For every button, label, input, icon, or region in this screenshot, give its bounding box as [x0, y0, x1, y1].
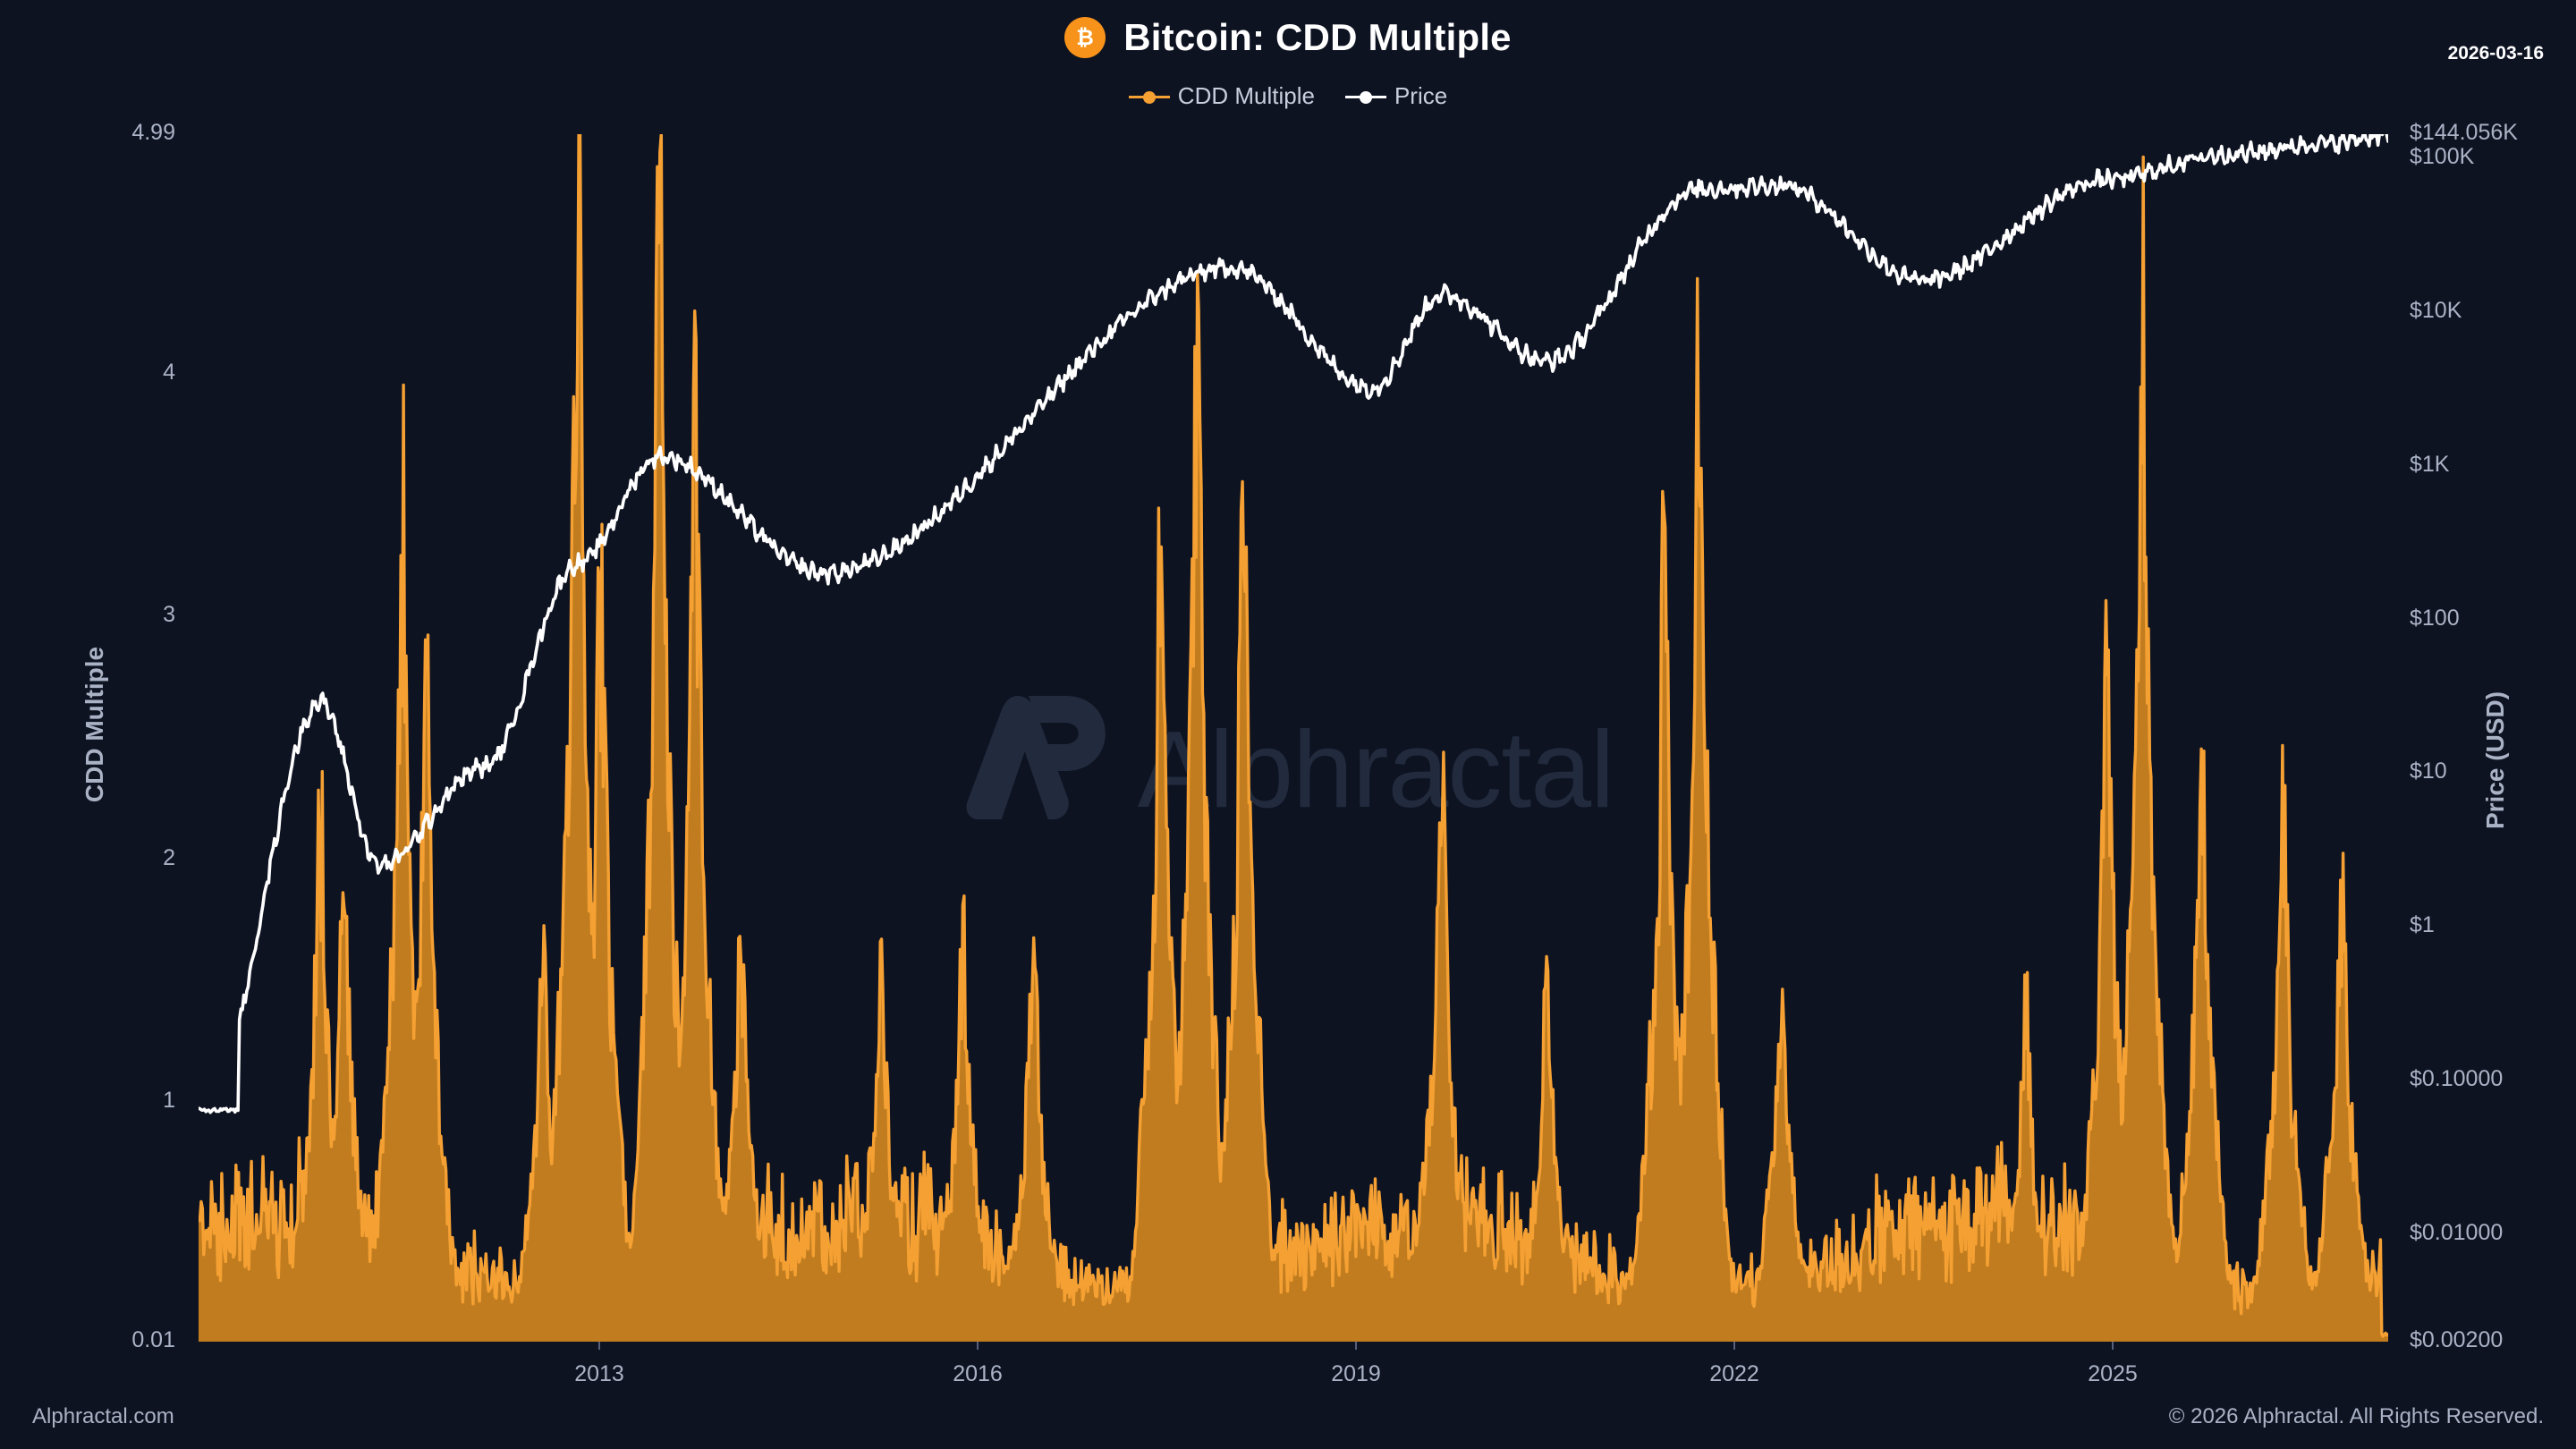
chart-legend: CDD Multiple Price — [0, 82, 2576, 110]
y-axis-left-tick: 0.01 — [131, 1327, 175, 1352]
y-axis-right-tick: $10K — [2410, 298, 2462, 324]
y-axis-right-tick: $1K — [2410, 451, 2450, 477]
cdd-multiple-area — [199, 134, 2388, 1342]
y-axis-right-tick: $100K — [2410, 144, 2475, 170]
y-axis-right-tick: $144.056K — [2410, 120, 2518, 145]
price-marker-icon — [1344, 89, 1386, 104]
y-axis-right-tick: $0.00200 — [2410, 1327, 2504, 1352]
y-axis-left-tick: 4.99 — [131, 120, 175, 145]
y-axis-right-tick: $10 — [2410, 758, 2447, 784]
legend-item-cdd-multiple[interactable]: CDD Multiple — [1128, 82, 1315, 110]
y-axis-right-tick: $0.01000 — [2410, 1219, 2504, 1245]
cdd-multiple-line — [199, 134, 2388, 1338]
x-axis-tick: 2025 — [2088, 1361, 2138, 1386]
y-axis-left-tick: 3 — [163, 602, 175, 628]
y-axis-right-tick: $100 — [2410, 605, 2460, 631]
svg-text:₿: ₿ — [1076, 26, 1094, 50]
x-axis-tick: 2013 — [574, 1361, 624, 1386]
legend-item-price[interactable]: Price — [1344, 82, 1448, 110]
page-title: Bitcoin: CDD Multiple — [1123, 16, 1512, 58]
bitcoin-icon: ₿ — [1064, 17, 1106, 58]
footer-site-name[interactable]: Alphractal.com — [32, 1404, 174, 1428]
x-axis-ticks — [598, 1342, 2114, 1350]
cdd-multiple-marker-icon — [1128, 89, 1170, 104]
y-axis-left-tick: 1 — [163, 1087, 175, 1113]
x-axis-tick: 2022 — [1709, 1361, 1759, 1386]
report-date: 2026-03-16 — [2447, 43, 2544, 64]
legend-label-price: Price — [1394, 82, 1448, 109]
chart-header: ₿ Bitcoin: CDD Multiple CDD Multiple Pri… — [0, 0, 2576, 134]
title-row: ₿ Bitcoin: CDD Multiple — [0, 16, 2576, 59]
y-axis-left-tick: 4 — [163, 360, 175, 386]
y-axis-right-title: Price (USD) — [2481, 691, 2509, 830]
y-axis-right-tick: $1 — [2410, 912, 2435, 938]
y-axis-left-title: CDD Multiple — [80, 646, 108, 803]
legend-label-cdd-multiple: CDD Multiple — [1177, 82, 1315, 109]
y-axis-left-tick: 2 — [163, 844, 175, 870]
x-axis-tick: 2019 — [1331, 1361, 1381, 1386]
y-axis-right-tick: $0.10000 — [2410, 1066, 2504, 1092]
x-axis-tick: 2016 — [953, 1361, 1003, 1386]
price-line — [199, 134, 2388, 1114]
footer-copyright: © 2026 Alphractal. All Rights Reserved. — [2168, 1404, 2544, 1428]
